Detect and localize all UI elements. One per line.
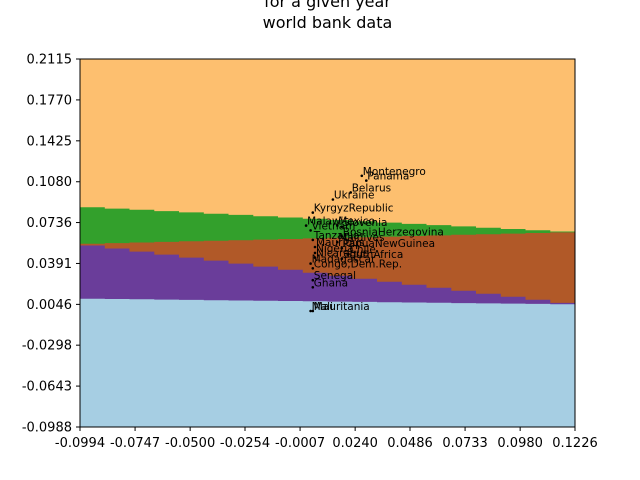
decision-regions	[80, 59, 575, 427]
data-point	[309, 229, 312, 232]
data-point	[349, 191, 353, 194]
data-point	[311, 211, 315, 214]
point-label: Montenegro	[363, 166, 426, 178]
data-point	[365, 179, 368, 182]
y-tick-label: 0.0046	[27, 298, 73, 313]
point-label: Madagascar	[312, 254, 376, 266]
point-label: Nicaragua	[316, 248, 369, 260]
point-label: Mali	[312, 301, 333, 313]
point-label: Malawi	[307, 216, 343, 228]
title-line-1: for a given year	[264, 0, 391, 11]
point-label: Panama	[367, 171, 409, 183]
data-point	[311, 278, 315, 282]
data-point	[313, 251, 317, 255]
y-tick-label: 0.1080	[27, 175, 73, 190]
data-point	[313, 245, 317, 249]
point-label: Tanzania	[313, 230, 360, 242]
plot-area-frame	[79, 58, 576, 428]
data-point	[347, 252, 350, 256]
chart-title: for a given year world bank data	[263, 0, 393, 32]
point-label: Chile	[350, 244, 376, 256]
x-tick-label: 0.0486	[387, 436, 433, 451]
point-label: Ghana	[314, 277, 348, 289]
x-tick-label: 0.0240	[332, 436, 378, 451]
data-point	[340, 246, 344, 250]
point-label: BosniaHerzegovina	[343, 226, 444, 238]
x-tick-label: -0.0254	[220, 436, 270, 451]
data-point	[340, 225, 344, 229]
data-point	[311, 267, 315, 270]
data-point	[336, 240, 339, 244]
point-label: Congo,Dem.Rep.	[314, 258, 402, 270]
data-point	[309, 309, 312, 313]
y-tick-label: 0.0391	[27, 257, 73, 272]
y-tick-label: -0.0298	[22, 339, 72, 354]
data-points	[304, 174, 368, 313]
y-tick-label: 0.1425	[27, 134, 73, 149]
x-tick-label: 0.0733	[442, 436, 488, 451]
x-tick-label: -0.0500	[165, 436, 215, 451]
point-labels: MontenegroPanamaBelarusUkraineKyrgyzRepu…	[307, 166, 444, 313]
point-label: KyrgyzRepublic	[314, 203, 394, 215]
title-line-2: world bank data	[263, 13, 393, 32]
x-tick-label: -0.0007	[275, 436, 325, 451]
point-label: Mauritania	[314, 301, 370, 313]
point-label: PapuaNewGuinea	[343, 238, 435, 250]
data-point	[309, 262, 312, 265]
x-tick-label: -0.0747	[110, 436, 160, 451]
y-tick-label: 0.0736	[27, 216, 73, 231]
y-tick-label: -0.0988	[22, 421, 72, 436]
point-label: Maldives	[338, 232, 384, 244]
y-tick-label: 0.1770	[27, 93, 73, 108]
x-tick-label: -0.0994	[55, 436, 105, 451]
point-label: Mauritius	[316, 237, 365, 249]
x-tick-label: 0.0980	[497, 436, 543, 451]
data-point	[336, 224, 339, 227]
point-label: Ukraine	[334, 190, 375, 202]
data-point	[311, 286, 315, 289]
point-label: Nigeria	[316, 243, 354, 255]
point-label: SouthAfrica	[343, 249, 403, 261]
y-axis: -0.0988 -0.0643 -0.0298 0.0046 0.0391 0.0736 0…	[22, 53, 80, 436]
point-label: Slovenia	[343, 217, 388, 229]
region-1	[80, 298, 575, 427]
y-tick-label: -0.0643	[22, 380, 72, 395]
x-axis: -0.0994 -0.0747 -0.0500 -0.0254 -0.0007 0.024…	[55, 427, 598, 451]
data-point	[360, 174, 364, 178]
x-tick-label: 0.1226	[552, 436, 598, 451]
y-tick-label: 0.2115	[27, 53, 73, 68]
data-point	[331, 198, 335, 201]
point-label: Vietnam	[312, 220, 356, 232]
data-point	[311, 238, 315, 242]
data-point	[340, 257, 344, 261]
data-point	[313, 256, 317, 259]
point-label: Senegal	[314, 270, 356, 282]
data-point	[311, 309, 315, 313]
data-point	[304, 224, 308, 227]
point-label: Belarus	[352, 182, 391, 194]
point-label: Mexico	[338, 216, 375, 228]
data-point	[340, 235, 344, 238]
